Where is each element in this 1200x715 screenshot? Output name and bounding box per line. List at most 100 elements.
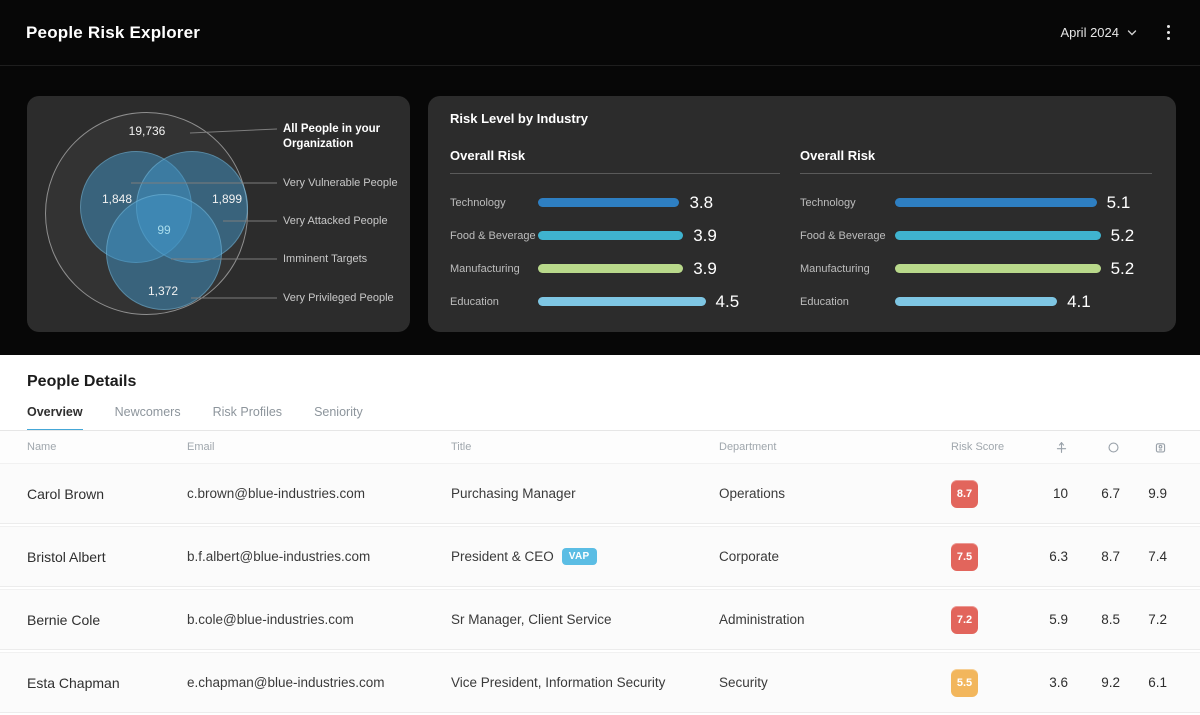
- column-header-email[interactable]: Email: [187, 441, 215, 453]
- risk-score-badge: 5.5: [951, 668, 978, 697]
- header-actions: April 2024: [1060, 21, 1174, 44]
- person-department: Corporate: [719, 549, 780, 564]
- tab-newcomers[interactable]: Newcomers: [114, 405, 181, 419]
- privilege-score: 7.2: [1148, 612, 1167, 627]
- bar-value: 5.2: [1110, 225, 1135, 245]
- bar-manufacturing: [538, 264, 684, 273]
- bar-education: [895, 297, 1058, 306]
- table-row[interactable]: Bernie Cole b.cole@blue-industries.com S…: [0, 589, 1200, 652]
- vulnerability-score: 8.5: [1101, 612, 1120, 627]
- industry-bar-row: Technology 3.8: [450, 186, 780, 219]
- person-title: Vice President, Information Security: [451, 675, 666, 690]
- industry-bar-row: Manufacturing 3.9: [450, 252, 780, 285]
- person-email: b.cole@blue-industries.com: [187, 612, 354, 627]
- bar-label: Education: [800, 295, 849, 308]
- bar-food-beverage: [895, 231, 1101, 240]
- venn-label-imminent: Imminent Targets: [283, 253, 368, 265]
- industry-bar-row: Food & Beverage 5.2: [800, 219, 1152, 252]
- attack-index-icon[interactable]: [1036, 441, 1068, 454]
- overall-risk-column-right: Overall Risk Technology 5.1 Food & Bever…: [800, 148, 1152, 318]
- bar-label: Technology: [450, 196, 506, 209]
- bar-value: 3.9: [693, 258, 717, 278]
- tabs-divider: [0, 430, 1200, 431]
- bar-technology: [538, 198, 680, 207]
- period-label: April 2024: [1060, 25, 1119, 40]
- industry-bar-row: Technology 5.1: [800, 186, 1152, 219]
- people-details-title: People Details: [27, 373, 137, 390]
- risk-score-badge: 7.5: [951, 542, 978, 571]
- bar-manufacturing: [895, 264, 1101, 273]
- person-title: President & CEO: [451, 549, 554, 564]
- vulnerability-score: 9.2: [1101, 675, 1120, 690]
- venn-total-value: 19,736: [128, 124, 166, 138]
- column-header-name[interactable]: Name: [27, 441, 57, 453]
- tab-overview[interactable]: Overview: [27, 405, 83, 432]
- person-name: Bernie Cole: [27, 611, 101, 628]
- venn-vulnerable-value: 1,848: [101, 192, 133, 206]
- person-email: e.chapman@blue-industries.com: [187, 675, 385, 690]
- column-header-department[interactable]: Department: [719, 441, 777, 453]
- industry-bar-row: Manufacturing 5.2: [800, 252, 1152, 285]
- people-details-tabs: Overview Newcomers Risk Profiles Seniori…: [27, 405, 363, 432]
- bar-label: Manufacturing: [800, 262, 870, 275]
- table-header-row: Name Email Title Department Risk Score: [0, 431, 1200, 463]
- app-header: People Risk Explorer April 2024: [0, 0, 1200, 66]
- person-name: Bristol Albert: [27, 548, 106, 565]
- bar-value: 5.2: [1110, 258, 1135, 278]
- privilege-score: 9.9: [1148, 486, 1167, 501]
- person-title: Sr Manager, Client Service: [451, 612, 612, 627]
- bar-value: 3.9: [693, 225, 717, 245]
- tab-seniority[interactable]: Seniority: [314, 405, 363, 419]
- vap-badge: VAP: [561, 548, 597, 565]
- vulnerability-score: 6.7: [1101, 486, 1120, 501]
- risk-score-badge: 8.7: [951, 479, 978, 508]
- table-row[interactable]: Carol Brown c.brown@blue-industries.com …: [0, 463, 1200, 526]
- kebab-menu-icon[interactable]: [1163, 21, 1174, 44]
- overall-risk-heading: Overall Risk: [450, 148, 780, 174]
- venn-privileged-circle[interactable]: [106, 194, 222, 310]
- person-title: Purchasing Manager: [451, 486, 576, 501]
- bar-label: Technology: [800, 196, 856, 209]
- attack-score: 6.3: [1049, 549, 1068, 564]
- risk-by-industry-card: Risk Level by Industry Overall Risk Tech…: [428, 96, 1176, 332]
- venn-imminent-value: 99: [157, 223, 171, 237]
- person-name: Esta Chapman: [27, 674, 120, 691]
- bar-label: Education: [450, 295, 499, 308]
- person-email: c.brown@blue-industries.com: [187, 486, 366, 501]
- industry-bar-row: Education 4.5: [450, 285, 780, 318]
- people-venn-card: 19,736 1,848 1,899 99 1,372 All People i…: [27, 96, 410, 332]
- people-table-body: Carol Brown c.brown@blue-industries.com …: [0, 463, 1200, 715]
- bar-food-beverage: [538, 231, 684, 240]
- venn-label-attacked: Very Attacked People: [283, 215, 388, 227]
- bar-value: 4.1: [1067, 291, 1091, 311]
- industry-bar-row: Education 4.1: [800, 285, 1152, 318]
- bar-education: [538, 297, 706, 306]
- column-header-title[interactable]: Title: [451, 441, 472, 453]
- overall-risk-heading: Overall Risk: [800, 148, 1152, 174]
- period-selector[interactable]: April 2024: [1060, 25, 1137, 40]
- venn-label-privileged: Very Privileged People: [283, 292, 394, 304]
- attack-score: 5.9: [1049, 612, 1068, 627]
- risk-score-badge: 7.2: [951, 605, 978, 634]
- people-details-section: People Details Overview Newcomers Risk P…: [0, 355, 1200, 715]
- person-department: Administration: [719, 612, 805, 627]
- bar-technology: [895, 198, 1097, 207]
- table-row[interactable]: Bristol Albert b.f.albert@blue-industrie…: [0, 526, 1200, 589]
- privilege-score: 7.4: [1148, 549, 1167, 564]
- column-header-risk-score[interactable]: Risk Score: [951, 441, 1005, 453]
- table-row[interactable]: Esta Chapman e.chapman@blue-industries.c…: [0, 652, 1200, 715]
- person-email: b.f.albert@blue-industries.com: [187, 549, 371, 564]
- dark-dashboard-zone: People Risk Explorer April 2024: [0, 0, 1200, 355]
- tab-risk-profiles[interactable]: Risk Profiles: [212, 405, 283, 419]
- vulnerability-icon[interactable]: [1068, 441, 1120, 454]
- industry-card-title: Risk Level by Industry: [450, 111, 588, 126]
- venn-attacked-value: 1,899: [211, 192, 243, 206]
- person-name: Carol Brown: [27, 485, 105, 502]
- venn-diagram: 19,736 1,848 1,899 99 1,372 All People i…: [27, 96, 410, 332]
- privilege-icon[interactable]: [1120, 441, 1167, 454]
- bar-label: Manufacturing: [450, 262, 520, 275]
- venn-privileged-value: 1,372: [147, 284, 179, 298]
- venn-label-all-people: All People in your Organization: [283, 123, 381, 150]
- person-department: Security: [719, 675, 768, 690]
